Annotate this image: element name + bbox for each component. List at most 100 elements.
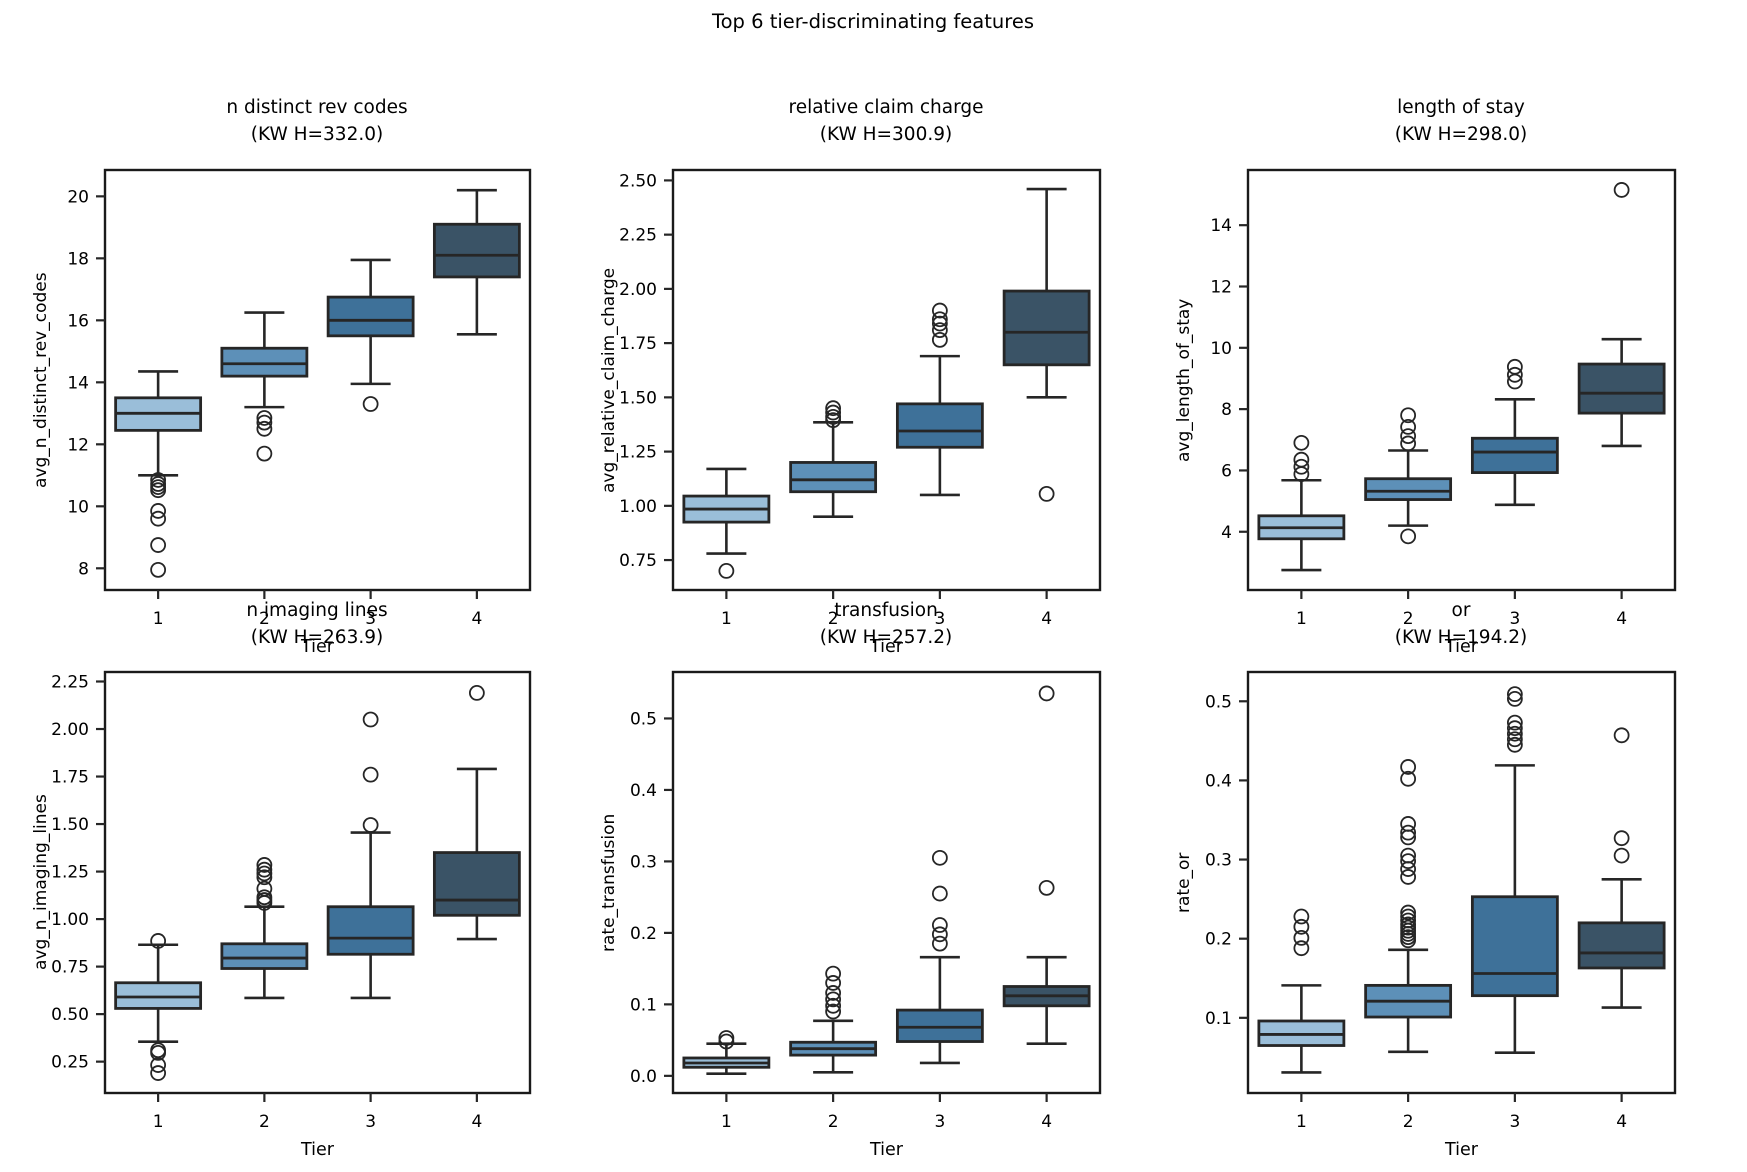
outlier-point (1400, 904, 1417, 921)
iqr-box (220, 346, 309, 378)
outlier-point (1506, 720, 1523, 737)
y-tick-label: 0.3 (630, 852, 657, 872)
subplot-title-length-of-stay: length of stay (KW H=298.0) (1395, 94, 1527, 148)
box-tier-1 (114, 370, 203, 578)
outlier-point (362, 711, 379, 728)
y-tick-label: 10 (67, 497, 89, 517)
outlier-point (256, 445, 273, 462)
outlier-point (1400, 847, 1417, 864)
y-tick-label: 2.25 (51, 673, 89, 693)
outlier-point (1400, 759, 1417, 775)
outlier-point (931, 849, 948, 866)
outlier-point (150, 510, 167, 527)
outlier-point (825, 408, 842, 425)
subplot-kw-stat: (KW H=263.9) (250, 627, 384, 648)
box-tier-1 (1257, 908, 1346, 1074)
outlier-point (256, 865, 273, 882)
outlier-point (1613, 182, 1630, 198)
x-tick-label: 3 (934, 1112, 945, 1132)
y-tick-label: 1.50 (51, 815, 89, 835)
iqr-box (789, 461, 878, 494)
x-tick-label: 3 (934, 609, 945, 629)
outlier-point (931, 302, 948, 319)
outlier-point (931, 315, 948, 332)
outlier-point (1506, 714, 1523, 731)
x-axis-label: Tier (300, 1140, 335, 1160)
y-tick-label: 14 (67, 373, 89, 393)
x-tick-label: 3 (1509, 609, 1520, 629)
outlier-point (1400, 435, 1417, 452)
outlier-point (931, 926, 948, 943)
axes-frame (671, 168, 1102, 592)
x-tick-label: 2 (1403, 609, 1414, 629)
box-tier-3 (1470, 686, 1559, 1054)
outlier-point (931, 935, 948, 952)
y-tick-label: 1.75 (619, 334, 657, 354)
x-tick-label: 2 (828, 1112, 839, 1132)
outlier-point (718, 563, 735, 579)
subplot-title-n-imaging-lines: n imaging lines (KW H=263.9) (246, 597, 387, 651)
y-tick-label: 0.2 (630, 924, 657, 944)
outlier-point (718, 1030, 735, 1046)
x-axis-label: Tier (300, 637, 335, 657)
outlier-point (150, 472, 167, 488)
outlier-point (1400, 912, 1417, 929)
y-tick-label: 1.25 (619, 443, 657, 463)
outlier-point (1038, 685, 1055, 702)
outlier-point (256, 414, 273, 431)
outlier-point (1400, 816, 1417, 832)
subplot-title-relative-claim-charge: relative claim charge (KW H=300.9) (789, 94, 984, 148)
outlier-point (931, 311, 948, 328)
box-tier-4 (1577, 182, 1666, 448)
subplot-kw-stat: (KW H=300.9) (819, 124, 953, 145)
box-tier-4 (1002, 685, 1091, 1045)
outlier-point (150, 537, 167, 553)
outlier-point (1400, 853, 1417, 870)
subplot-title-n-distinct-rev-codes: n distinct rev codes (KW H=332.0) (226, 94, 407, 148)
y-tick-label: 20 (67, 187, 89, 207)
boxplot-or: 0.1 0.2 0.3 0.4 0.5 1 2 3 4 Tier (1205, 670, 1677, 1160)
box-tier-1 (1257, 434, 1346, 572)
outlier-point (1038, 485, 1055, 502)
box-tier-1 (682, 1030, 771, 1076)
y-tick-label: 16 (67, 311, 89, 331)
outlier-point (362, 817, 379, 833)
iqr-box (895, 1008, 984, 1043)
y-tick-label: 0.5 (1205, 692, 1232, 712)
subplot-title-line1: relative claim charge (788, 97, 984, 118)
outlier-point (1506, 691, 1523, 707)
y-tick-label: 1.25 (51, 863, 89, 883)
outlier-point (1400, 869, 1417, 885)
y-tick-label: 2.00 (619, 280, 657, 300)
outlier-point (1293, 451, 1310, 468)
iqr-box (1470, 895, 1559, 998)
subplot-title-line1: length of stay (1397, 97, 1525, 118)
y-tick-label: 0.4 (630, 781, 657, 801)
outlier-point (1400, 528, 1417, 545)
box-tier-1 (114, 933, 203, 1081)
iqr-box (895, 402, 984, 449)
x-tick-label: 1 (1296, 609, 1307, 629)
outlier-point (150, 482, 167, 499)
outlier-point (1400, 916, 1417, 933)
y-tick-label: 1.00 (51, 910, 89, 930)
outlier-point (1293, 929, 1310, 946)
outlier-point (1506, 358, 1523, 375)
x-tick-label: 2 (828, 609, 839, 629)
iqr-box (114, 981, 203, 1010)
outlier-point (1400, 824, 1417, 841)
iqr-box (1002, 289, 1091, 367)
axes-frame (671, 670, 1102, 1095)
y-tick-label: 0.3 (1205, 851, 1232, 871)
subplot-title-line1: n distinct rev codes (226, 97, 408, 118)
y-tick-label: 8 (78, 559, 89, 579)
outlier-point (150, 561, 167, 578)
iqr-box (326, 905, 415, 956)
box-tier-2 (1364, 407, 1453, 545)
x-tick-label: 4 (1041, 1112, 1052, 1132)
subplot-kw-stat: (KW H=257.2) (819, 627, 953, 648)
y-tick-label: 0.1 (1205, 1009, 1232, 1029)
outlier-point (825, 400, 842, 417)
